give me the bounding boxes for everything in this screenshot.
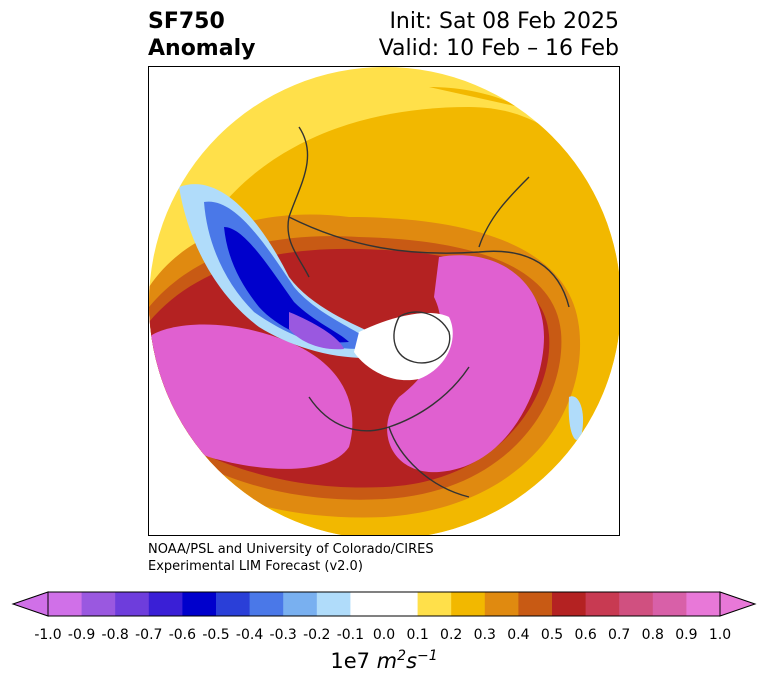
colorbar (11, 591, 757, 617)
colorbar-tick-label: 0.3 (473, 627, 496, 643)
anomaly-fill-magenta-atlantic (387, 255, 544, 473)
units-s: s (406, 649, 418, 673)
colorbar-ticks: -1.0 -0.9 -0.8 -0.7 -0.6 -0.5 -0.4 -0.3 -0.2 -0.1… (0, 627, 768, 647)
colorbar-tick-label: -1.0 (34, 627, 62, 643)
colorbar-tick-label: 0.9 (675, 627, 698, 643)
anomaly-fill-magenta-pacific (149, 324, 353, 469)
colorbar-cell (484, 592, 519, 616)
colorbar-cell (619, 592, 654, 616)
credit: NOAA/PSL and University of Colorado/CIRE… (148, 541, 434, 575)
colorbar-cell (451, 592, 486, 616)
units-m: m (376, 649, 398, 673)
coastlines (287, 126, 570, 498)
colorbar-tick-label: -0.1 (336, 627, 365, 643)
colorbar-cell (585, 592, 620, 616)
anomaly-fill-neutral (354, 312, 453, 381)
forecast-dates: Init: Sat 08 Feb 2025 Valid: 10 Feb – 16… (379, 8, 619, 62)
units-m-exp: 2 (397, 648, 407, 664)
colorbar-tick-label: -0.5 (202, 627, 230, 643)
colorbar-tick-label: -0.6 (168, 627, 197, 643)
colorbar-cell (216, 592, 251, 616)
colorbar-cell (283, 592, 318, 616)
colorbar-cell (81, 592, 116, 616)
valid-range: Valid: 10 Feb – 16 Feb (378, 36, 619, 61)
colorbar-tick-label: 0.5 (540, 627, 564, 643)
anomaly-fill-blue (204, 201, 379, 349)
title-variable: SF750 (148, 9, 225, 34)
colorbar-tick-label: -0.8 (101, 627, 129, 643)
colorbar-units: 1e7 m2s−1 (0, 648, 768, 673)
colorbar-cell (249, 592, 284, 616)
colorbar-extend-high (719, 591, 757, 617)
colorbar-tick-label: -0.3 (269, 627, 297, 643)
colorbar-tick-label: 0.6 (574, 627, 597, 643)
colorbar-cell (350, 592, 385, 616)
colorbar-tick-label: 0.4 (507, 627, 530, 643)
credit-line1: NOAA/PSL and University of Colorado/CIRE… (148, 542, 434, 557)
units-base: 1e7 (330, 649, 370, 673)
anomaly-fill-lightblue-atlantic (568, 396, 584, 441)
colorbar-tick-label: 1.0 (708, 627, 732, 643)
map-title: SF750 Anomaly (148, 8, 255, 62)
title-field-type: Anomaly (148, 36, 256, 61)
colorbar-cell (148, 592, 183, 616)
colorbar-cell (48, 592, 83, 616)
init-date: Init: Sat 08 Feb 2025 (389, 9, 619, 34)
colorbar-tick-label: -0.9 (67, 627, 96, 643)
anomaly-fill-darkblue (224, 227, 349, 343)
colorbar-cell (518, 592, 553, 616)
map-panel (148, 66, 620, 536)
colorbar-cell (316, 592, 351, 616)
colorbar-cell (384, 592, 419, 616)
colorbar-extend-low (11, 591, 49, 617)
colorbar-cell (417, 592, 452, 616)
credit-line2: Experimental LIM Forecast (v2.0) (148, 559, 363, 574)
colorbar-tick-label: -0.7 (135, 627, 163, 643)
colorbar-cell (652, 592, 687, 616)
colorbar-tick-label: 0.0 (372, 627, 396, 643)
units-s-exp: −1 (417, 648, 438, 664)
colorbar-cell (552, 592, 587, 616)
anomaly-map (149, 67, 619, 535)
colorbar-tick-label: 0.1 (406, 627, 429, 643)
colorbar-tick-label: -0.4 (235, 627, 264, 643)
colorbar-cell (115, 592, 150, 616)
colorbar-outline (47, 591, 721, 617)
anomaly-fill-violet (289, 312, 344, 350)
colorbar-cell (686, 592, 721, 616)
colorbar-tick-label: 0.7 (608, 627, 631, 643)
colorbar-tick-label: 0.8 (641, 627, 664, 643)
colorbar-tick-label: -0.2 (303, 627, 331, 643)
colorbar-tick-label: 0.2 (440, 627, 463, 643)
colorbar-cell (182, 592, 217, 616)
